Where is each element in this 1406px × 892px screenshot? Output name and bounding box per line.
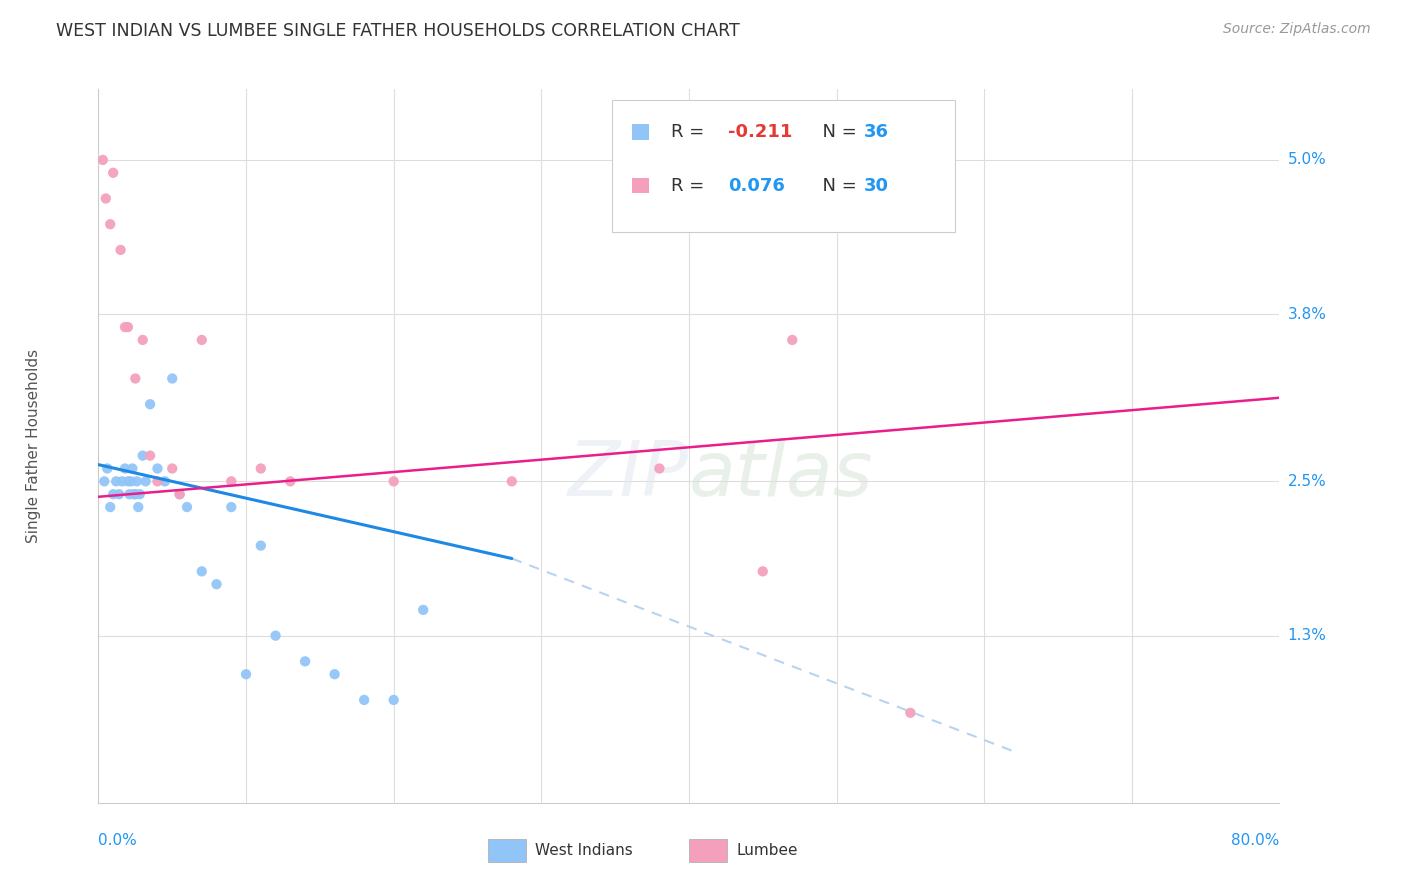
Text: Lumbee: Lumbee <box>737 843 797 858</box>
Point <box>353 693 375 707</box>
Text: -0.211: -0.211 <box>728 123 793 141</box>
Text: 3.8%: 3.8% <box>1288 307 1327 322</box>
Text: N =: N = <box>811 123 862 141</box>
Point <box>153 475 176 489</box>
Point <box>110 243 132 257</box>
Text: 30: 30 <box>863 177 889 194</box>
Point <box>278 475 302 489</box>
Point <box>122 487 145 501</box>
Text: Source: ZipAtlas.com: Source: ZipAtlas.com <box>1223 22 1371 37</box>
Point <box>114 461 136 475</box>
Point <box>382 693 405 707</box>
Point <box>105 475 128 489</box>
Point <box>412 603 434 617</box>
Point <box>162 461 183 475</box>
Point <box>219 500 243 514</box>
Point <box>323 667 346 681</box>
Point <box>900 706 922 720</box>
Point <box>117 320 139 334</box>
Point <box>250 461 273 475</box>
Text: 2.5%: 2.5% <box>1288 474 1326 489</box>
Point <box>124 487 146 501</box>
Point <box>191 333 214 347</box>
Point <box>103 166 125 180</box>
Point <box>121 461 143 475</box>
Point <box>191 565 214 579</box>
Point <box>125 475 148 489</box>
Point <box>108 487 131 501</box>
FancyBboxPatch shape <box>633 124 650 140</box>
Point <box>169 487 191 501</box>
FancyBboxPatch shape <box>689 839 727 862</box>
Point <box>219 475 243 489</box>
Point <box>169 487 191 501</box>
Point <box>162 371 183 385</box>
Point <box>96 461 118 475</box>
Text: 36: 36 <box>863 123 889 141</box>
Point <box>176 500 198 514</box>
Point <box>111 475 134 489</box>
Text: West Indians: West Indians <box>536 843 633 858</box>
Point <box>132 449 155 463</box>
Point <box>235 667 257 681</box>
Point <box>264 629 287 643</box>
Text: N =: N = <box>811 177 862 194</box>
Point <box>382 475 405 489</box>
Point <box>294 654 316 668</box>
Point <box>648 461 671 475</box>
FancyBboxPatch shape <box>612 100 955 232</box>
Text: 80.0%: 80.0% <box>1232 833 1279 848</box>
Point <box>91 153 114 167</box>
FancyBboxPatch shape <box>633 178 650 194</box>
Point <box>98 217 121 231</box>
Text: Single Father Households: Single Father Households <box>25 349 41 543</box>
Point <box>751 565 773 579</box>
Point <box>120 475 142 489</box>
Point <box>146 475 169 489</box>
Point <box>114 320 136 334</box>
Point <box>94 192 117 206</box>
Point <box>139 449 162 463</box>
FancyBboxPatch shape <box>488 839 526 862</box>
Point <box>135 475 157 489</box>
Point <box>132 333 155 347</box>
Text: 0.0%: 0.0% <box>98 833 138 848</box>
Point <box>205 577 228 591</box>
Text: R =: R = <box>671 177 710 194</box>
Text: ZIP: ZIP <box>568 438 689 511</box>
Point <box>139 397 162 411</box>
Text: R =: R = <box>671 123 710 141</box>
Point <box>93 475 115 489</box>
Point <box>117 475 139 489</box>
Point <box>128 487 150 501</box>
Point <box>118 487 141 501</box>
Point <box>250 539 273 553</box>
Text: 1.3%: 1.3% <box>1288 628 1327 643</box>
Point <box>501 475 523 489</box>
Point <box>127 500 149 514</box>
Point <box>146 461 169 475</box>
Point <box>782 333 804 347</box>
Point <box>124 371 146 385</box>
Point <box>103 487 125 501</box>
Text: WEST INDIAN VS LUMBEE SINGLE FATHER HOUSEHOLDS CORRELATION CHART: WEST INDIAN VS LUMBEE SINGLE FATHER HOUS… <box>56 22 740 40</box>
Text: 0.076: 0.076 <box>728 177 785 194</box>
Text: atlas: atlas <box>689 438 873 511</box>
Text: 5.0%: 5.0% <box>1288 153 1326 168</box>
Point <box>98 500 121 514</box>
